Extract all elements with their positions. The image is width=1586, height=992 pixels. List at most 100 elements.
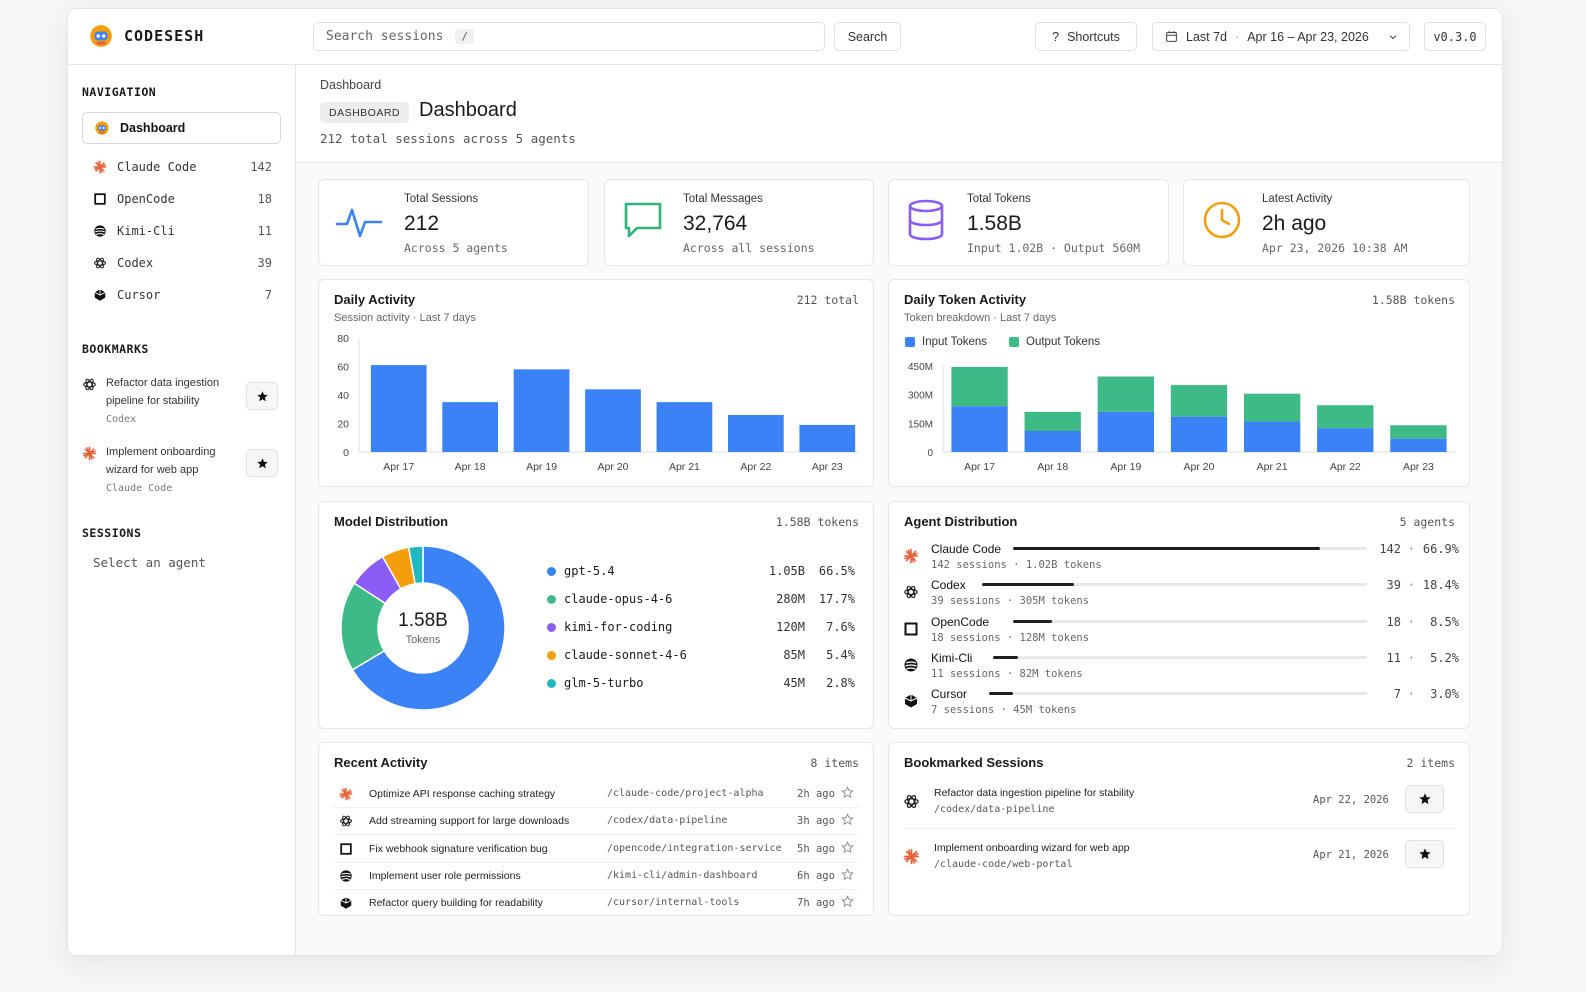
table-row[interactable]: Optimize API response caching strategy/c… <box>333 781 859 808</box>
sidebar-item-agent[interactable]: Claude Code 142 <box>82 151 281 183</box>
bar-segment[interactable] <box>1390 438 1447 452</box>
unbookmark-button[interactable] <box>246 449 278 477</box>
agent-detail: 142 sessions · 1.02B tokens <box>931 559 1102 571</box>
sidebar-item-agent[interactable]: Kimi-Cli 11 <box>82 215 281 247</box>
legend-label: gpt-5.4 <box>564 564 615 578</box>
bar-segment[interactable] <box>1170 385 1228 417</box>
unbookmark-button[interactable] <box>1405 839 1444 868</box>
search-shortcut-key: / <box>455 29 475 44</box>
bar[interactable] <box>370 365 427 452</box>
message-icon <box>624 202 662 238</box>
bookmark-toggle[interactable] <box>841 895 854 913</box>
legend-row: claude-sonnet-4-6 85M 5.4% <box>547 646 855 664</box>
sidebar-item-count: 7 <box>264 288 272 302</box>
bar-segment[interactable] <box>1243 421 1301 452</box>
bar-segment[interactable] <box>1097 411 1155 452</box>
unbookmark-button[interactable] <box>246 382 278 410</box>
sidebar-item-dashboard[interactable]: Dashboard <box>82 112 281 144</box>
x-tick-label: Apr 20 <box>1184 461 1215 473</box>
legend-item: Input Tokens <box>905 336 987 348</box>
bookmark-toggle[interactable] <box>841 813 854 831</box>
table-row[interactable]: Fix webhook signature verification bug/o… <box>333 836 859 863</box>
opencode-icon <box>339 842 353 856</box>
daily-activity-chart: 0 20 40 60 80 Apr 17 Apr 18 Apr 19 Apr 20 Apr 21 A… <box>337 333 859 473</box>
x-tick-label: Apr 23 <box>1403 461 1434 473</box>
bar[interactable] <box>656 402 713 452</box>
claude-icon <box>93 160 107 174</box>
card-total: 1.58B tokens <box>1371 293 1455 307</box>
sidebar-item-label: Claude Code <box>117 160 197 174</box>
agent-dist-row[interactable]: Codex 39 sessions · 305M tokens 39 · 18.4% <box>889 576 1471 610</box>
legend-row: claude-opus-4-6 280M 17.7% <box>547 590 855 608</box>
progress-track <box>1013 619 1367 623</box>
stat-subtext: Apr 23, 2026 10:38 AM <box>1262 241 1408 255</box>
table-row[interactable]: Refactor query building for readability /… <box>333 890 859 917</box>
search-button[interactable]: Search <box>834 22 901 51</box>
logo-mark-icon <box>88 23 114 49</box>
agent-detail: 7 sessions · 45M tokens <box>931 704 1077 717</box>
bar-segment[interactable] <box>1097 376 1155 412</box>
bar[interactable] <box>513 369 570 452</box>
progress-track <box>993 655 1367 659</box>
donut-slice[interactable] <box>351 545 506 711</box>
row-date: Apr 22, 2026 <box>1313 794 1389 806</box>
agent-dist-row[interactable]: Cursor 7 sessions · 45M tokens 7 · 3.0% <box>889 685 1471 719</box>
legend-dot <box>547 566 556 576</box>
bar[interactable] <box>799 424 856 452</box>
bar-segment[interactable] <box>1024 411 1081 431</box>
bookmark-row[interactable]: Refactor data ingestion pipeline for sta… <box>903 777 1457 829</box>
bar-segment[interactable] <box>1317 405 1374 429</box>
sidebar-item-agent[interactable]: OpenCode 18 <box>82 183 281 215</box>
card-total: 5 agents <box>1399 515 1455 529</box>
bar-segment[interactable] <box>1243 393 1301 422</box>
sidebar-item-count: 39 <box>257 256 272 270</box>
page-pill: DASHBOARD <box>320 102 410 123</box>
agent-dist-row[interactable]: Kimi-Cli 11 sessions · 82M tokens 11 · 5.2% <box>889 649 1471 683</box>
stat-card: Total Messages 32,764 Across all sessions <box>604 179 874 266</box>
bookmark-row[interactable]: Implement onboarding wizard for web app /… <box>903 832 1457 884</box>
bar[interactable] <box>728 414 784 452</box>
x-tick-label: Apr 22 <box>1330 461 1361 473</box>
bookmark-toggle[interactable] <box>841 786 854 804</box>
claude-icon <box>903 548 919 564</box>
app-window: CODESESH Search sessions / Search ? Shor… <box>67 8 1503 956</box>
logo[interactable]: CODESESH <box>88 23 204 49</box>
bar-segment[interactable] <box>1390 425 1447 439</box>
row-time: 7h ago <box>797 897 835 910</box>
unbookmark-button[interactable] <box>1405 785 1444 813</box>
agent-dist-row[interactable]: OpenCode 18 sessions · 128M tokens 18 · 8.5% <box>889 613 1471 647</box>
bookmark-toggle[interactable] <box>841 841 854 859</box>
agent-name: Claude Code <box>931 542 1002 556</box>
legend-dot <box>547 594 556 604</box>
sidebar-bookmark[interactable]: Refactor data ingestion pipeline for sta… <box>82 374 281 434</box>
sidebar-bookmark[interactable]: Implement onboarding wizard for web app … <box>82 443 281 503</box>
bar-segment[interactable] <box>951 406 1008 452</box>
y-tick-label: 20 <box>337 419 349 431</box>
bar-segment[interactable] <box>1317 428 1374 452</box>
chart-legend: Input Tokens Output Tokens <box>905 336 1100 348</box>
bar[interactable] <box>442 402 498 452</box>
table-row[interactable]: Implement user role permissions/kimi-cli… <box>333 863 859 890</box>
legend-item: Output Tokens <box>1009 336 1100 348</box>
date-range-select[interactable]: Last 7d · Apr 16 – Apr 23, 2026 <box>1152 22 1410 51</box>
agent-detail: 39 sessions · 305M tokens <box>931 595 1090 608</box>
sidebar-item-agent[interactable]: Codex 39 <box>82 247 281 279</box>
breadcrumb[interactable]: Dashboard <box>320 78 382 92</box>
sidebar-item-label: Dashboard <box>120 121 186 135</box>
sidebar-item-agent[interactable]: Cursor 7 <box>82 279 281 311</box>
shortcuts-button[interactable]: ? Shortcuts <box>1035 22 1137 51</box>
table-row[interactable]: Add streaming support for large download… <box>333 808 859 836</box>
bar-segment[interactable] <box>1024 430 1081 452</box>
stat-card: Total Tokens 1.58B Input 1.02B · Output 56… <box>888 179 1169 266</box>
search-input[interactable]: Search sessions / <box>313 22 825 51</box>
bar-segment[interactable] <box>951 366 1008 407</box>
donut-slice[interactable] <box>407 545 424 585</box>
bar-segment[interactable] <box>1170 416 1228 452</box>
bar[interactable] <box>585 389 641 452</box>
sidebar-item-label: OpenCode <box>117 192 175 206</box>
agent-percent: 66.9% <box>1422 542 1459 556</box>
bookmark-toggle[interactable] <box>841 868 854 886</box>
stat-icon-wrap <box>621 198 665 247</box>
agent-dist-row[interactable]: Claude Code 142 sessions · 1.02B tokens 14… <box>889 540 1471 574</box>
star-icon <box>1418 847 1432 861</box>
